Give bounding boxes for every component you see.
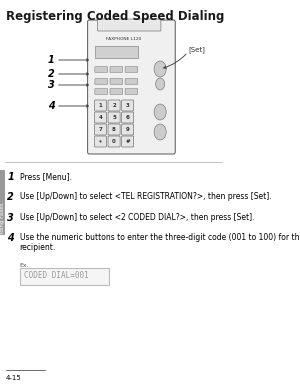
Text: [Set]: [Set] bbox=[189, 47, 206, 53]
Text: 2: 2 bbox=[48, 69, 54, 79]
FancyBboxPatch shape bbox=[122, 124, 134, 135]
Text: 0: 0 bbox=[112, 139, 116, 144]
FancyArrowPatch shape bbox=[164, 54, 186, 68]
Text: 7: 7 bbox=[98, 127, 102, 132]
Text: 1: 1 bbox=[7, 172, 14, 182]
FancyBboxPatch shape bbox=[94, 124, 106, 135]
FancyBboxPatch shape bbox=[110, 79, 123, 85]
FancyBboxPatch shape bbox=[108, 112, 120, 123]
FancyArrowPatch shape bbox=[59, 59, 88, 61]
FancyBboxPatch shape bbox=[122, 136, 134, 147]
Text: CODED DIAL=001: CODED DIAL=001 bbox=[24, 271, 89, 281]
Text: 3: 3 bbox=[126, 103, 130, 108]
Text: Press [Menu].: Press [Menu]. bbox=[20, 172, 72, 181]
Circle shape bbox=[154, 61, 166, 77]
Text: Use [Up/Down] to select <2 CODED DIAL?>, then press [Set].: Use [Up/Down] to select <2 CODED DIAL?>,… bbox=[20, 213, 254, 222]
Text: Use [Up/Down] to select <TEL REGISTRATION?>, then press [Set].: Use [Up/Down] to select <TEL REGISTRATIO… bbox=[20, 192, 271, 201]
FancyBboxPatch shape bbox=[98, 19, 161, 31]
FancyArrowPatch shape bbox=[59, 84, 88, 86]
Text: 4: 4 bbox=[98, 115, 102, 120]
Text: 8: 8 bbox=[112, 127, 116, 132]
FancyArrowPatch shape bbox=[59, 73, 88, 75]
Text: Registering Coded Speed Dialing: Registering Coded Speed Dialing bbox=[6, 10, 224, 23]
Text: 3: 3 bbox=[7, 213, 14, 223]
FancyBboxPatch shape bbox=[108, 100, 120, 111]
Text: #: # bbox=[125, 139, 130, 144]
FancyBboxPatch shape bbox=[88, 20, 175, 154]
Circle shape bbox=[156, 78, 165, 90]
FancyBboxPatch shape bbox=[125, 67, 138, 73]
Bar bbox=[95, 46, 138, 58]
Text: 4: 4 bbox=[7, 233, 14, 243]
FancyBboxPatch shape bbox=[122, 100, 134, 111]
Text: FAXPHONE L120: FAXPHONE L120 bbox=[106, 37, 142, 41]
FancyBboxPatch shape bbox=[95, 89, 108, 95]
Text: 5: 5 bbox=[112, 115, 116, 120]
FancyArrowPatch shape bbox=[59, 105, 88, 107]
Text: 9: 9 bbox=[126, 127, 130, 132]
Text: Use the numeric buttons to enter the three-digit code (001 to 100) for this
reci: Use the numeric buttons to enter the thr… bbox=[20, 233, 300, 252]
Text: Sending Faxes: Sending Faxes bbox=[0, 202, 5, 242]
Text: 1: 1 bbox=[99, 103, 102, 108]
FancyBboxPatch shape bbox=[125, 89, 138, 95]
Text: 4-15: 4-15 bbox=[6, 375, 22, 381]
Text: 1: 1 bbox=[48, 55, 54, 65]
FancyBboxPatch shape bbox=[108, 136, 120, 147]
Text: *: * bbox=[99, 139, 102, 144]
FancyBboxPatch shape bbox=[94, 100, 106, 111]
FancyBboxPatch shape bbox=[94, 136, 106, 147]
FancyBboxPatch shape bbox=[110, 89, 123, 95]
Text: 3: 3 bbox=[48, 80, 54, 90]
Circle shape bbox=[154, 104, 166, 120]
Text: 4: 4 bbox=[48, 101, 54, 111]
Bar bbox=[20, 268, 109, 285]
Text: 2: 2 bbox=[112, 103, 116, 108]
FancyBboxPatch shape bbox=[95, 67, 108, 73]
FancyBboxPatch shape bbox=[95, 79, 108, 85]
FancyBboxPatch shape bbox=[125, 79, 138, 85]
FancyBboxPatch shape bbox=[122, 112, 134, 123]
Circle shape bbox=[154, 124, 166, 140]
FancyBboxPatch shape bbox=[108, 124, 120, 135]
Bar bbox=[0, 170, 5, 235]
FancyBboxPatch shape bbox=[110, 67, 123, 73]
Text: 6: 6 bbox=[126, 115, 130, 120]
Text: 2: 2 bbox=[7, 192, 14, 202]
Text: Ex.: Ex. bbox=[20, 263, 29, 268]
FancyBboxPatch shape bbox=[94, 112, 106, 123]
